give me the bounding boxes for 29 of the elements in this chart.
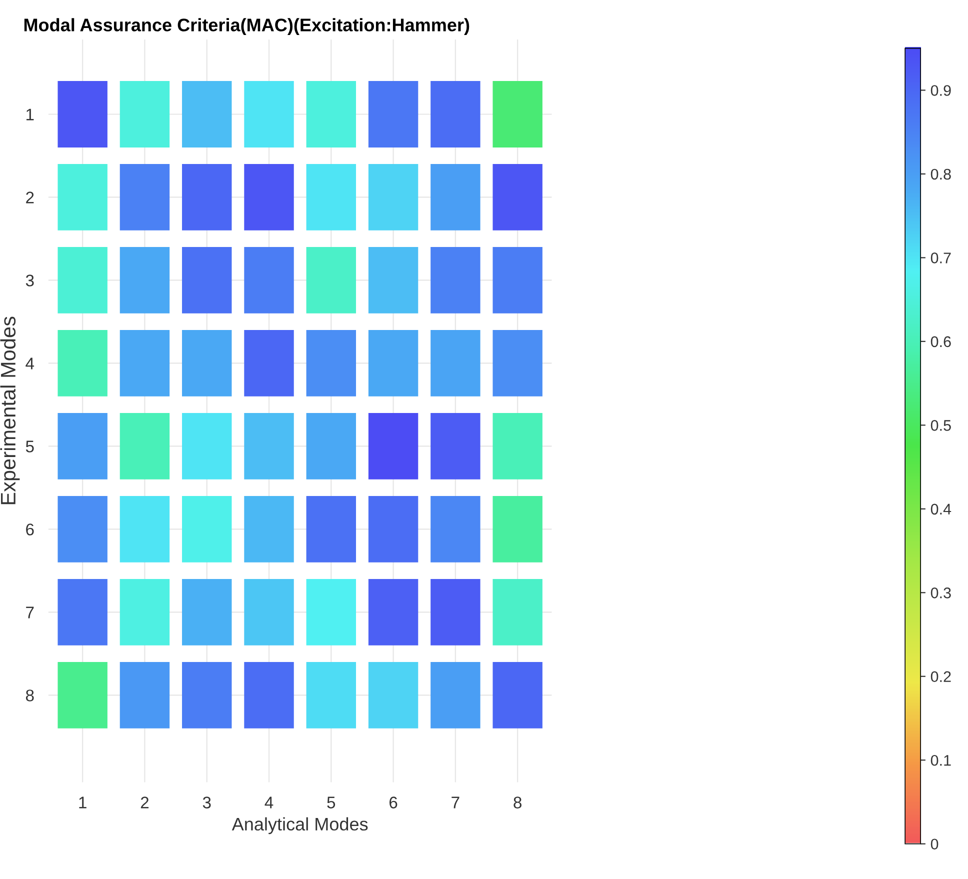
x-tick-label: 6 bbox=[390, 796, 398, 808]
x-tick-label: 1 bbox=[79, 796, 86, 808]
y-tick-label: 2 bbox=[26, 192, 34, 204]
x-tick-label: 3 bbox=[202, 796, 211, 808]
color-bar-label: 0.1 bbox=[930, 754, 951, 766]
y-tick-label: 8 bbox=[26, 690, 34, 702]
chart-title: Modal Assurance Criteria(MAC)(Excitation:Hammer) bbox=[24, 18, 470, 35]
color-bar-label: 0.4 bbox=[930, 504, 952, 515]
color-bar-label: 0.3 bbox=[930, 588, 951, 598]
color-bar-label: 0.8 bbox=[930, 168, 951, 180]
x-tick-label: 7 bbox=[452, 796, 460, 808]
color-bar-label: 0.7 bbox=[930, 252, 951, 264]
y-tick-label: 1 bbox=[26, 108, 34, 120]
color-bar-label: 0 bbox=[930, 838, 938, 850]
y-tick-label: 3 bbox=[26, 274, 34, 286]
x-axis-title: Analytical Modes bbox=[232, 817, 368, 834]
x-tick-label: 2 bbox=[140, 796, 149, 808]
x-tick-label: 8 bbox=[514, 796, 522, 808]
color-bar-label: 0.5 bbox=[930, 420, 951, 431]
x-tick-label: 4 bbox=[264, 796, 274, 808]
x-tick-label: 5 bbox=[327, 796, 336, 808]
y-tick-label: 4 bbox=[26, 358, 34, 370]
y-tick-label: 7 bbox=[26, 606, 34, 618]
y-axis-title: Experimental Modes bbox=[0, 316, 20, 504]
y-tick-label: 5 bbox=[26, 440, 34, 452]
color-bar-label: 0.9 bbox=[930, 85, 951, 96]
y-tick-label: 6 bbox=[26, 524, 34, 536]
color-bar-label: 0.2 bbox=[930, 671, 951, 682]
color-bar-label: 0.6 bbox=[930, 336, 951, 348]
